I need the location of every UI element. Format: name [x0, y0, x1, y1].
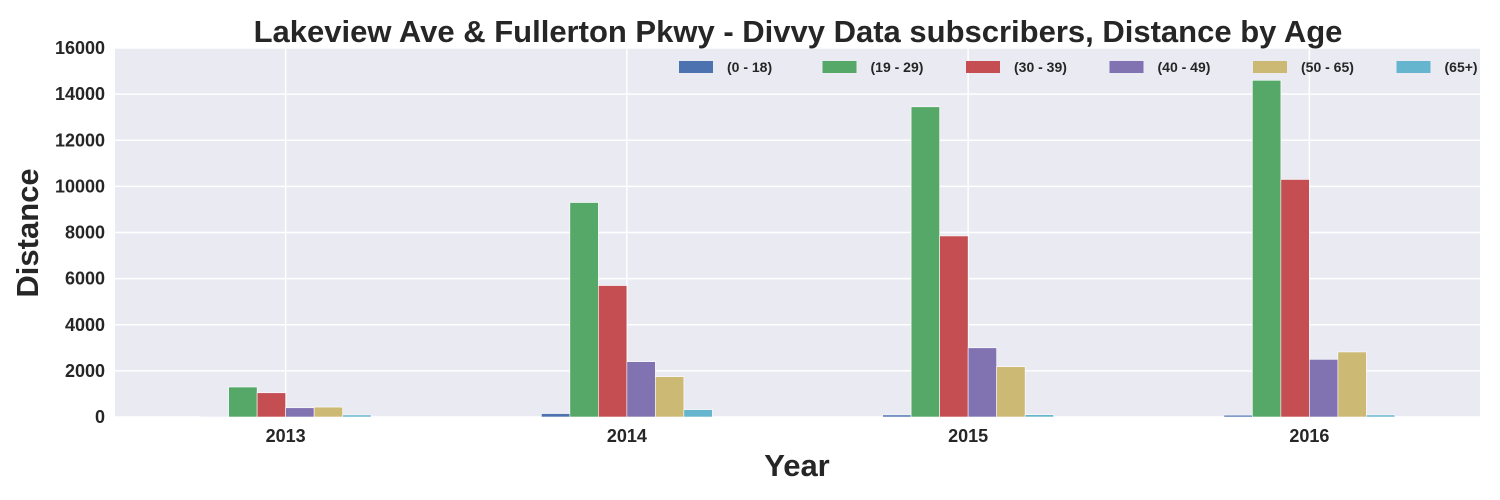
bar: [228, 386, 258, 418]
legend-label: (19 - 29): [871, 59, 924, 75]
bar: [342, 414, 372, 418]
x-axis-ticks: 2013 2014 2015 2016: [266, 426, 1330, 446]
legend-label: (0 - 18): [727, 59, 772, 75]
x-tick-label: 2016: [1289, 426, 1329, 446]
legend-swatch: [679, 61, 713, 73]
legend-item: (40 - 49): [1109, 59, 1211, 75]
legend-swatch: [1253, 61, 1287, 73]
legend-label: (40 - 49): [1158, 59, 1211, 75]
x-tick-label: 2015: [948, 426, 988, 446]
y-tick-label: 10000: [55, 176, 105, 196]
bar: [683, 409, 713, 418]
legend-item: (19 - 29): [822, 59, 924, 75]
bar: [256, 392, 286, 418]
y-tick-label: 16000: [55, 38, 105, 58]
y-tick-label: 6000: [65, 269, 105, 289]
bar: [882, 414, 912, 418]
bar: [910, 106, 940, 418]
legend-item: (65+): [1396, 59, 1478, 75]
bar: [569, 202, 599, 418]
legend-item: (50 - 65): [1253, 59, 1354, 75]
y-tick-label: 0: [95, 407, 105, 427]
bar: [199, 416, 229, 418]
bar: [626, 361, 656, 418]
chart-title: Lakeview Ave & Fullerton Pkwy - Divvy Da…: [254, 14, 1343, 49]
bar: [598, 285, 628, 418]
y-tick-label: 14000: [55, 84, 105, 104]
bar: [939, 235, 969, 418]
bars: [199, 79, 1396, 418]
legend-swatch: [1396, 61, 1431, 73]
legend-label: (30 - 39): [1014, 59, 1067, 75]
legend-item: (0 - 18): [679, 59, 772, 75]
y-tick-label: 4000: [65, 315, 105, 335]
y-tick-label: 8000: [65, 223, 105, 243]
x-tick-label: 2013: [266, 426, 306, 446]
bar: [285, 407, 315, 418]
bar: [1366, 414, 1396, 418]
x-tick-label: 2014: [607, 426, 647, 446]
legend-label: (65+): [1445, 59, 1478, 75]
bar: [1309, 359, 1339, 418]
bar: [313, 406, 343, 418]
y-tick-label: 12000: [55, 130, 105, 150]
bar: [1280, 179, 1310, 418]
bar: [541, 413, 571, 418]
bar: [1252, 79, 1282, 418]
y-tick-label: 2000: [65, 361, 105, 381]
x-axis-label: Year: [764, 448, 830, 483]
y-axis-ticks: 0 2000 4000 6000 8000 10000 12000 14000 16000: [55, 38, 105, 427]
legend-swatch: [966, 61, 1000, 73]
legend-label: (50 - 65): [1301, 59, 1354, 75]
bar: [655, 376, 685, 418]
y-axis-label: Distance: [10, 168, 45, 297]
bar: [967, 347, 997, 418]
legend-item: (30 - 39): [966, 59, 1067, 75]
bar: [1223, 414, 1253, 418]
legend-swatch: [1109, 61, 1144, 73]
legend: (0 - 18) (19 - 29) (30 - 39) (40 - 49) (50 -…: [679, 59, 1478, 75]
bar: [1024, 414, 1054, 418]
bar: [1337, 351, 1367, 418]
bar: [996, 366, 1026, 418]
legend-swatch: [822, 61, 857, 73]
